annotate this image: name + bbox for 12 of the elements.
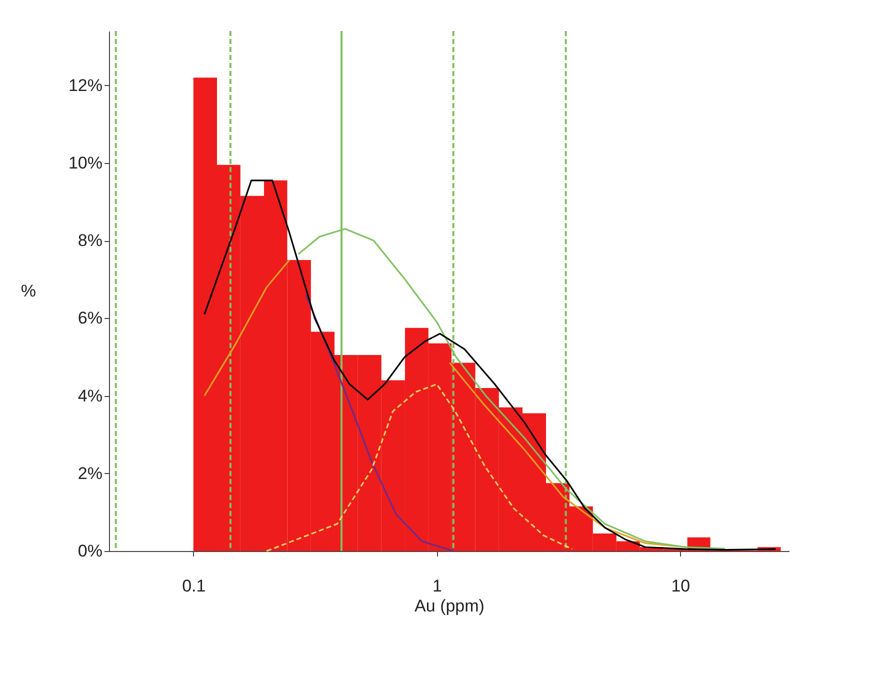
y-tick-label: 0% — [78, 542, 102, 560]
y-tick-label: 12% — [68, 76, 102, 95]
y-tick-label: 8% — [78, 231, 102, 250]
x-tick-label: 1 — [432, 576, 442, 596]
x-tick-label: 10 — [671, 576, 690, 596]
y-tick-label: 6% — [78, 308, 102, 328]
y-tick-label: 2% — [78, 464, 102, 483]
y-tick-label: 10% — [68, 153, 102, 172]
x-axis-title: Au (ppm) — [414, 596, 484, 616]
y-tick-label: 4% — [78, 386, 102, 406]
y-axis-title: % — [20, 282, 36, 300]
x-tick-label: 0.1 — [182, 576, 206, 596]
